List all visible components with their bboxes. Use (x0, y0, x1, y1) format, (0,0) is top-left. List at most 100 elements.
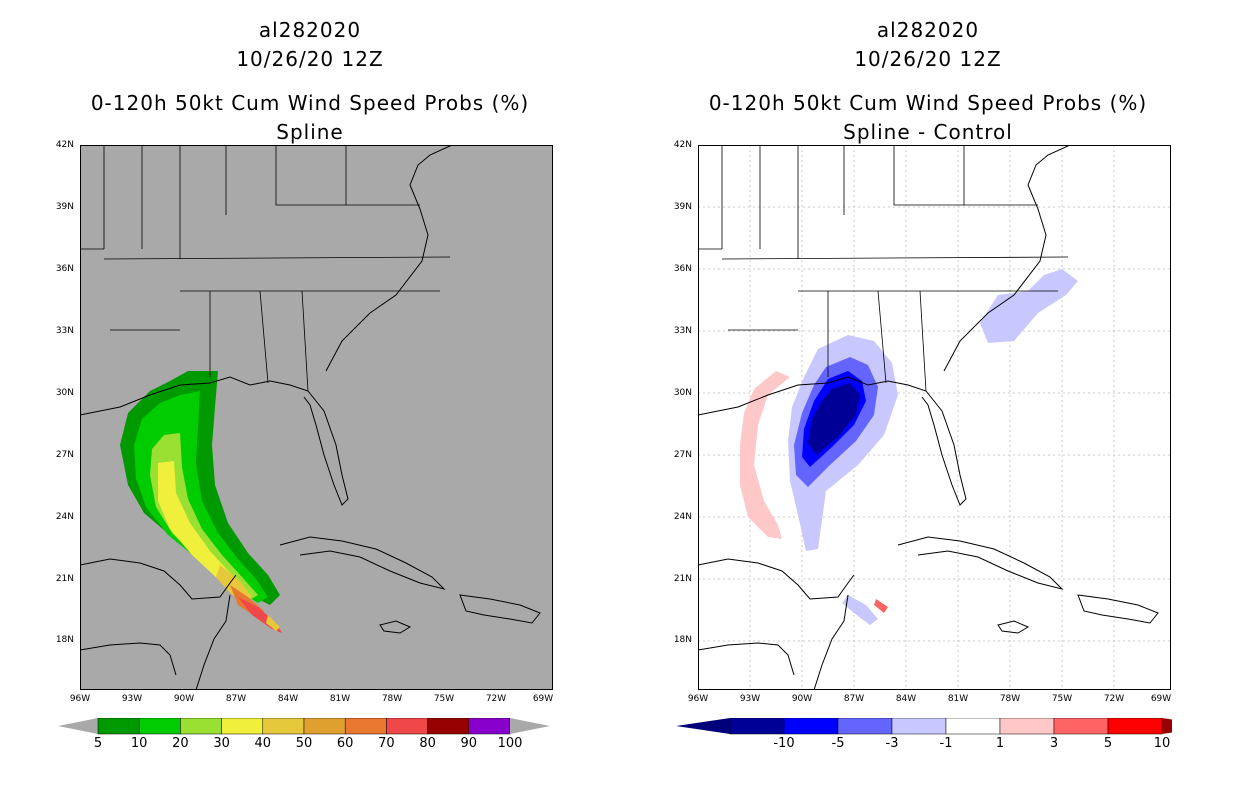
left-datetime: 10/26/20 12Z (236, 47, 384, 71)
colorbar-box (344, 718, 387, 735)
left-product-title: 0-120h 50kt Cum Wind Speed Probs (%) (90, 91, 530, 115)
colorbar-label: 5 (1103, 736, 1113, 751)
prob-swath-30 (150, 433, 258, 601)
lat-label: 42N (55, 140, 74, 150)
lon-label: 90W (173, 694, 195, 704)
right-map-frame (698, 145, 1171, 690)
diff-negative-yuc (842, 595, 878, 625)
colorbar-box (180, 718, 222, 735)
colorbar-label: 5 (93, 736, 103, 751)
colorbar-label: 1 (995, 736, 1005, 751)
lon-label: 78W (381, 694, 403, 704)
colorbar-box (303, 718, 346, 735)
colorbar-label: 100 (497, 736, 523, 751)
lat-label: 30N (673, 388, 692, 398)
right-product-title: 0-120h 50kt Cum Wind Speed Probs (%) (708, 91, 1148, 115)
colorbar-label: 20 (172, 736, 189, 751)
left-state-borders (80, 145, 451, 392)
colorbar-box (138, 718, 181, 735)
colorbar-box (729, 718, 785, 735)
diff-positive-1 (740, 371, 790, 539)
right-map (698, 145, 1171, 690)
colorbar-label: 90 (460, 736, 478, 751)
prob-swath-90 (266, 615, 280, 631)
colorbar-box (97, 718, 140, 735)
colorbar-label: -1 (939, 736, 953, 751)
colorbar-box (427, 718, 470, 735)
colorbar-label: -10 (773, 736, 795, 751)
right-storm-id: al282020 (876, 18, 980, 42)
lon-label: 75W (433, 694, 455, 704)
right-datetime: 10/26/20 12Z (854, 47, 1002, 71)
lat-label: 27N (673, 450, 692, 460)
colorbar-box (1053, 718, 1109, 735)
colorbar-box (386, 718, 428, 735)
colorbar-box (468, 718, 511, 735)
colorbar-label: 70 (378, 736, 395, 751)
lon-label: 75W (1051, 694, 1073, 704)
colorbar-arrow-right (510, 718, 550, 734)
lon-label: 81W (329, 694, 351, 704)
lon-label: 84W (277, 694, 299, 704)
colorbar-label: 50 (295, 736, 313, 751)
colorbar-label: 80 (419, 736, 436, 751)
lon-label: 96W (69, 694, 91, 704)
lon-label: 69W (1150, 694, 1172, 704)
lat-label: 39N (673, 202, 692, 212)
lon-label: 72W (1103, 694, 1125, 704)
lon-label: 90W (791, 694, 813, 704)
left-storm-id: al282020 (258, 18, 362, 42)
lat-label: 27N (55, 450, 74, 460)
right-map-background (698, 145, 1171, 690)
lat-label: 42N (673, 140, 692, 150)
right-colorbar (676, 718, 1172, 735)
right-state-borders (698, 145, 1069, 392)
lon-label: 93W (739, 694, 761, 704)
lat-label: 18N (55, 635, 74, 645)
colorbar-box (837, 718, 893, 735)
right-subtitle: Spline - Control (843, 120, 1013, 144)
colorbar-label: -5 (831, 736, 845, 751)
lat-label: 24N (673, 512, 692, 522)
colorbar-box (262, 718, 305, 735)
lat-label: 33N (673, 326, 692, 336)
lat-label: 18N (673, 635, 692, 645)
colorbar-label: 10 (130, 736, 148, 751)
left-map (80, 145, 553, 690)
lon-label: 78W (999, 694, 1021, 704)
lon-label: 96W (687, 694, 709, 704)
colorbar-label: 3 (1049, 736, 1059, 751)
lat-label: 39N (55, 202, 74, 212)
lat-label: 36N (55, 264, 74, 274)
lat-label: 30N (55, 388, 74, 398)
colorbar-arrow-right (1162, 718, 1172, 734)
colorbar-label: 40 (254, 736, 272, 751)
colorbar-label: 30 (213, 736, 230, 751)
colorbar-label: 10 (1153, 736, 1171, 751)
colorbar-arrow-left (676, 718, 730, 734)
lon-label: 72W (485, 694, 507, 704)
left-map-frame (80, 145, 553, 690)
lon-label: 93W (121, 694, 143, 704)
diff-negative-10 (808, 383, 860, 455)
colorbar-label: -3 (885, 736, 899, 751)
lon-label: 87W (843, 694, 865, 704)
lon-label: 69W (532, 694, 554, 704)
colorbar-arrow-left (58, 718, 98, 734)
lat-label: 21N (673, 574, 692, 584)
lon-label: 87W (225, 694, 247, 704)
left-coastlines (80, 145, 541, 690)
colorbar-box (999, 718, 1055, 735)
lat-label: 36N (673, 264, 692, 274)
right-coastlines (698, 145, 1159, 690)
lon-label: 81W (947, 694, 969, 704)
colorbar-box (1107, 718, 1163, 735)
lat-label: 33N (55, 326, 74, 336)
lat-label: 24N (55, 512, 74, 522)
left-colorbar (58, 718, 550, 735)
diff-negative-ne (980, 269, 1078, 343)
prob-swath-60 (216, 565, 252, 603)
diff-positive-yuc (874, 599, 888, 613)
lon-label: 84W (895, 694, 917, 704)
colorbar-box (945, 718, 1001, 735)
